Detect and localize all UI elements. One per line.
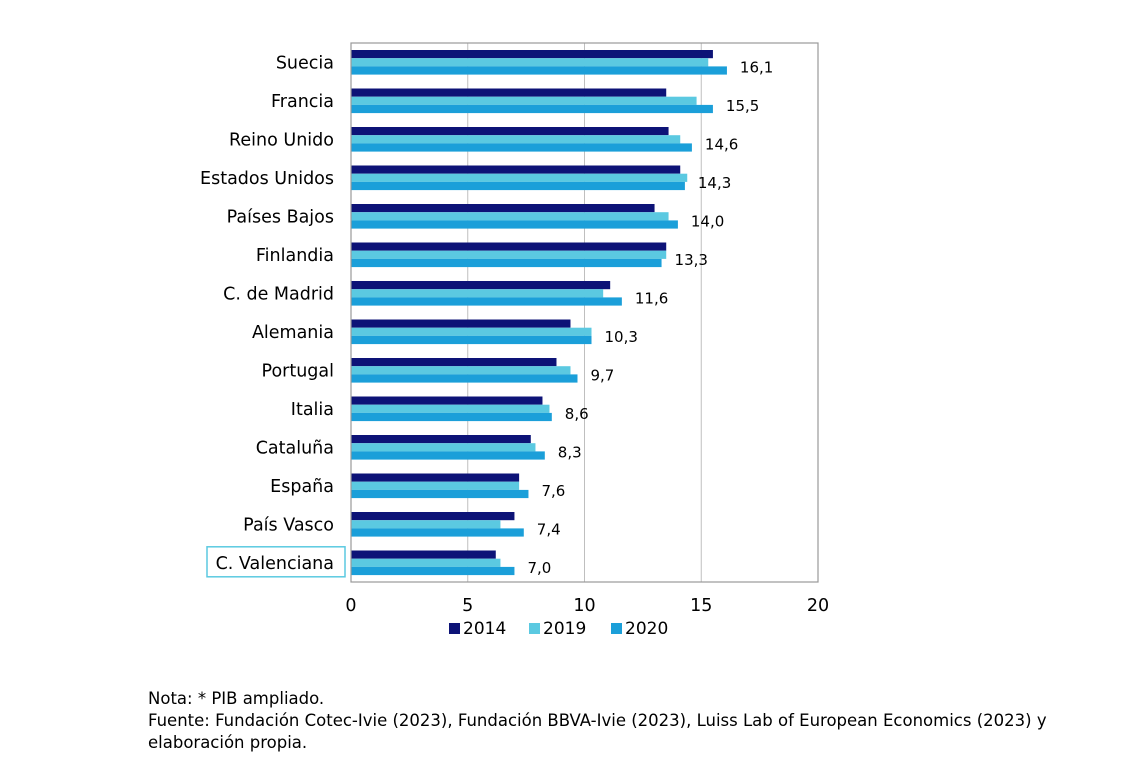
category-label: Reino Unido (229, 130, 334, 150)
data-label: 7,6 (541, 482, 565, 500)
category-label: Cataluña (256, 438, 334, 458)
bar-2014 (351, 396, 543, 405)
x-tick-label: 10 (573, 596, 595, 616)
note-line: Nota: * PIB ampliado. (148, 689, 325, 708)
data-label: 7,0 (527, 559, 551, 577)
x-tick-label: 20 (807, 596, 829, 616)
bar-2019 (351, 289, 604, 298)
bar-2014 (351, 358, 557, 367)
category-label: País Vasco (243, 515, 334, 535)
data-label: 8,6 (565, 405, 589, 423)
legend-label: 2019 (543, 619, 586, 639)
bar-2019 (351, 250, 667, 259)
bar-2019 (351, 96, 697, 105)
bar-2014 (351, 165, 681, 174)
legend-swatch-2020 (611, 623, 622, 634)
legend-label: 2020 (625, 619, 668, 639)
bar-2019 (351, 520, 501, 529)
bar-2014 (351, 204, 655, 213)
category-label: Alemania (252, 323, 334, 343)
bar-2020 (351, 66, 727, 75)
bar-2014 (351, 127, 669, 136)
bar-2019 (351, 558, 501, 567)
x-tick-label: 5 (462, 596, 473, 616)
bar-2019 (351, 443, 536, 452)
bar-2014 (351, 473, 520, 482)
bar-2020 (351, 374, 578, 383)
bar-2019 (351, 366, 571, 375)
bar-2020 (351, 489, 529, 499)
bar-2020 (351, 220, 678, 229)
data-label: 10,3 (605, 328, 638, 346)
category-label: C. de Madrid (223, 284, 334, 304)
bar-2014 (351, 281, 611, 290)
legend-swatch-2014 (449, 623, 460, 634)
data-label: 14,0 (691, 213, 724, 231)
bar-2019 (351, 327, 592, 336)
bar-2019 (351, 58, 709, 67)
bar-2020 (351, 566, 515, 576)
bar-2019 (351, 212, 669, 221)
bar-2014 (351, 550, 496, 559)
category-label: España (270, 477, 334, 497)
bar-2014 (351, 50, 713, 59)
chart-area: 16,1 Suecia 15,5 Francia 14,6 Reino Unido 14,3… (200, 42, 829, 639)
category-label: Finlandia (256, 246, 334, 266)
bar-2014 (351, 88, 667, 97)
category-label: Estados Unidos (200, 169, 334, 189)
bar-2019 (351, 481, 520, 490)
highlight-box (206, 546, 346, 578)
bar-2020 (351, 143, 692, 152)
bar-2014 (351, 319, 571, 328)
source-line: Fuente: Fundación Cotec-Ivie (2023), Fun… (148, 711, 1047, 730)
chart-notes: Nota: * PIB ampliado. Fuente: Fundación … (148, 688, 1118, 754)
x-tick-label: 0 (345, 596, 356, 616)
data-label: 14,3 (698, 174, 731, 192)
bar-2019 (351, 173, 688, 182)
plot-frame (350, 42, 819, 583)
bar-2014 (351, 435, 531, 444)
source-line-continued: elaboración propia. (148, 733, 308, 752)
bar-2014 (351, 242, 667, 251)
bar-2019 (351, 135, 681, 144)
category-label: Países Bajos (227, 207, 334, 227)
data-label: 9,7 (590, 367, 614, 385)
data-label: 14,6 (705, 136, 738, 154)
bar-2020 (351, 181, 685, 191)
bar-2014 (351, 512, 515, 521)
bar-2020 (351, 335, 592, 345)
data-label: 15,5 (726, 97, 759, 115)
bar-chart: 16,1 Suecia 15,5 Francia 14,6 Reino Unido 14,3… (200, 42, 829, 639)
bar-2020 (351, 412, 552, 422)
category-label: Suecia (276, 53, 334, 73)
legend-swatch-2019 (529, 623, 540, 634)
legend-label: 2014 (463, 619, 506, 639)
category-label: C. Valenciana (216, 554, 334, 574)
bar-2019 (351, 404, 550, 413)
bar-2020 (351, 104, 713, 114)
bar-2020 (351, 258, 662, 268)
data-label: 11,6 (635, 290, 668, 308)
bar-2020 (351, 528, 524, 537)
data-label: 16,1 (740, 59, 773, 77)
data-label: 8,3 (558, 444, 582, 462)
data-label: 13,3 (675, 251, 708, 269)
data-label: 7,4 (537, 521, 561, 539)
bar-2020 (351, 451, 545, 460)
x-tick-label: 15 (690, 596, 712, 616)
category-label: Italia (291, 400, 334, 420)
category-label: Francia (271, 92, 334, 112)
category-label: Portugal (262, 361, 334, 381)
bar-2020 (351, 297, 622, 306)
